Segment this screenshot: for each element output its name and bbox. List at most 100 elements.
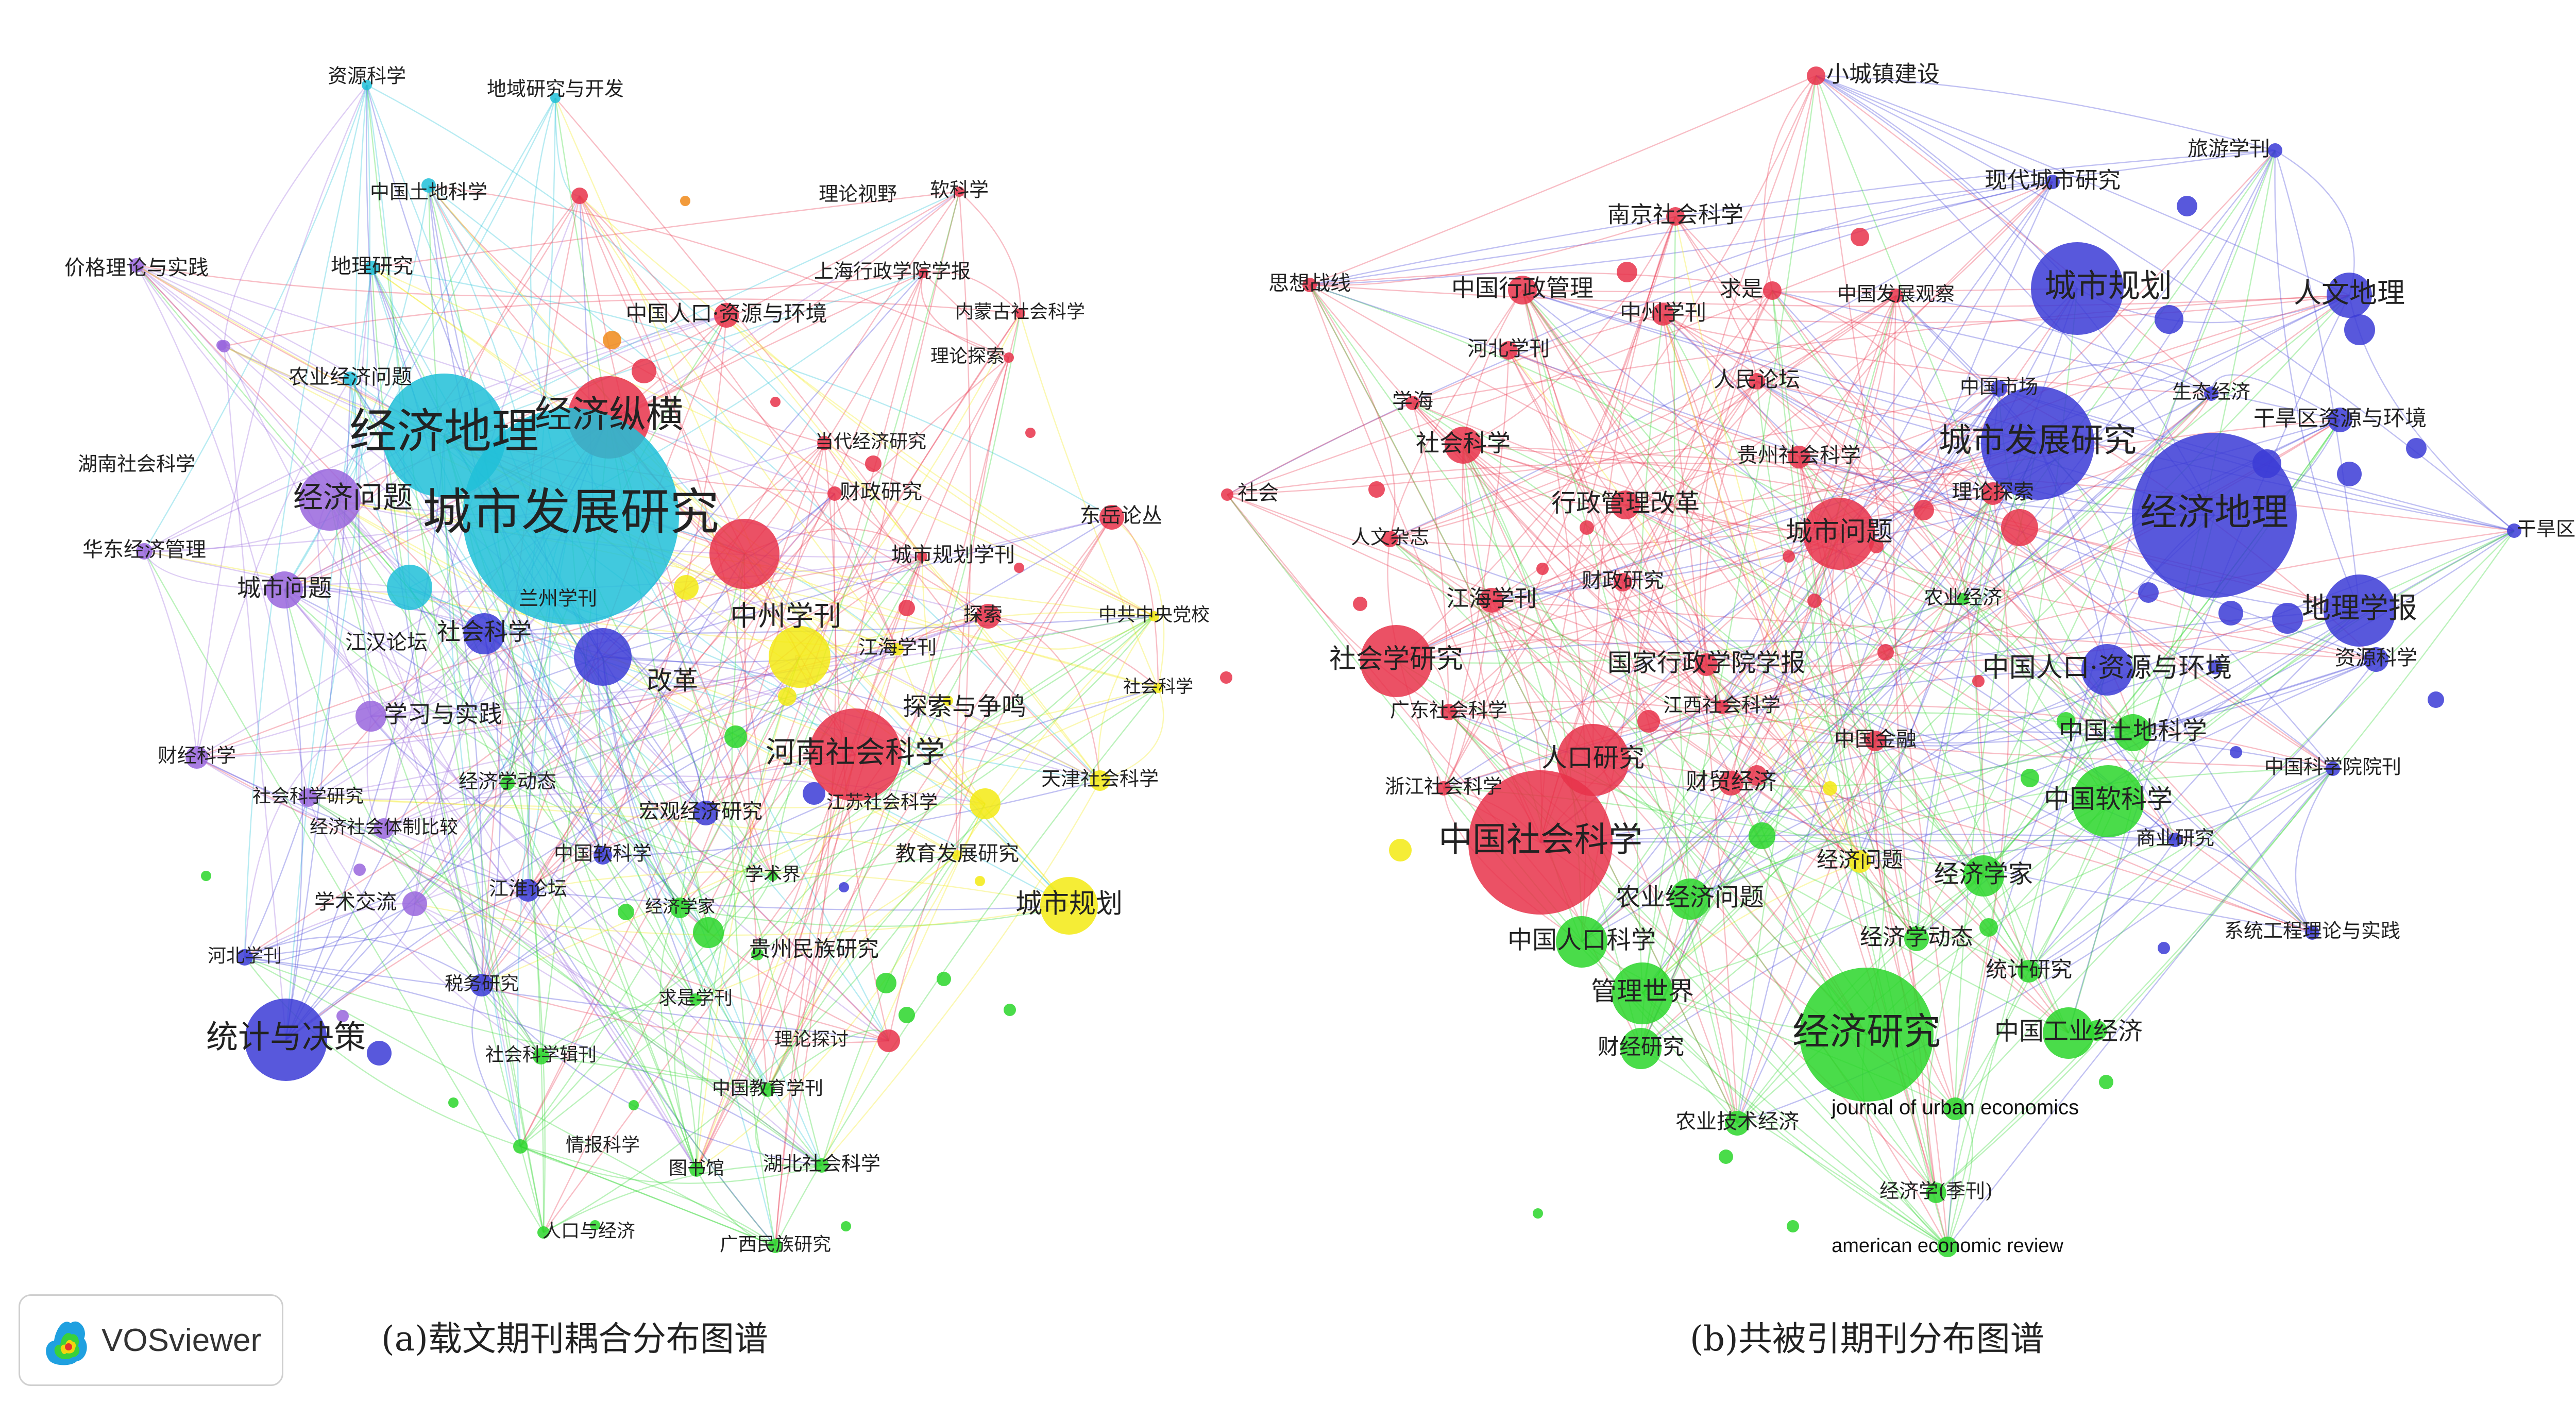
coupling-node[interactable]: [1149, 611, 1159, 621]
coupling-node[interactable]: [817, 436, 832, 450]
cocitation-node[interactable]: [1620, 1028, 1662, 1069]
coupling-node[interactable]: [218, 340, 230, 352]
cocitation-node[interactable]: [1508, 276, 1537, 305]
cocitation-node[interactable]: [2043, 1007, 2094, 1059]
coupling-node[interactable]: [374, 818, 394, 839]
coupling-node[interactable]: [815, 1158, 829, 1173]
cocitation-node[interactable]: [1302, 278, 1317, 292]
coupling-node[interactable]: [693, 917, 724, 948]
coupling-node[interactable]: [1099, 505, 1124, 530]
cocitation-node[interactable]: [1937, 1237, 1958, 1257]
cocitation-node[interactable]: [1611, 491, 1640, 519]
coupling-node[interactable]: [365, 261, 379, 275]
coupling-node[interactable]: [463, 408, 679, 624]
coupling-node[interactable]: [954, 187, 964, 197]
coupling-node[interactable]: [362, 80, 372, 90]
coupling-node[interactable]: [236, 949, 253, 966]
cocitation-node[interactable]: [1695, 653, 1718, 676]
coupling-node[interactable]: [266, 571, 303, 608]
coupling-node[interactable]: [402, 891, 427, 916]
cocitation-node[interactable]: [1807, 66, 1825, 85]
cocitation-node[interactable]: [1763, 281, 1782, 300]
coupling-node[interactable]: [517, 879, 539, 902]
coupling-node[interactable]: [670, 898, 690, 918]
cocitation-node[interactable]: [1749, 373, 1765, 390]
coupling-node[interactable]: [714, 303, 739, 328]
cocitation-node[interactable]: [1981, 482, 2004, 505]
coupling-node[interactable]: [464, 613, 505, 654]
cocitation-node[interactable]: [2268, 143, 2282, 158]
coupling-node[interactable]: [574, 628, 632, 686]
coupling-node[interactable]: [976, 604, 1001, 629]
coupling-node[interactable]: [827, 486, 842, 501]
cocitation-node[interactable]: [1963, 855, 2004, 897]
cocitation-node[interactable]: [1788, 446, 1810, 468]
coupling-node[interactable]: [1040, 877, 1098, 935]
cocitation-node[interactable]: [1405, 396, 1420, 410]
cocitation-node[interactable]: [1800, 968, 1934, 1102]
cocitation-node[interactable]: [1669, 878, 1710, 920]
cocitation-node[interactable]: [1612, 962, 1673, 1024]
coupling-node[interactable]: [952, 850, 962, 860]
cocitation-node[interactable]: [2114, 714, 2151, 751]
coupling-node[interactable]: [918, 268, 928, 278]
coupling-node[interactable]: [970, 788, 1001, 819]
coupling-node[interactable]: [1004, 352, 1014, 363]
coupling-node[interactable]: [185, 746, 208, 769]
coupling-node[interactable]: [299, 469, 361, 531]
cocitation-node[interactable]: [1803, 498, 1875, 570]
cocitation-node[interactable]: [1944, 1097, 1967, 1120]
coupling-node[interactable]: [693, 801, 718, 825]
cocitation-node[interactable]: [1221, 488, 1233, 501]
cocitation-node[interactable]: [1981, 386, 2094, 500]
cocitation-node[interactable]: [1715, 700, 1729, 714]
cocitation-node[interactable]: [1849, 850, 1871, 873]
cocitation-node[interactable]: [2326, 762, 2340, 776]
coupling-node[interactable]: [769, 626, 831, 688]
cocitation-node[interactable]: [1957, 593, 1969, 605]
cocitation-node[interactable]: [2081, 644, 2133, 696]
cocitation-node[interactable]: [1926, 1182, 1946, 1203]
cocitation-node[interactable]: [1889, 289, 1903, 303]
cocitation-node[interactable]: [1382, 531, 1398, 547]
coupling-node[interactable]: [129, 258, 144, 273]
cocitation-node[interactable]: [1614, 573, 1632, 591]
cocitation-node[interactable]: [1556, 916, 1607, 968]
cocitation-node[interactable]: [1666, 207, 1685, 226]
coupling-node[interactable]: [571, 188, 588, 204]
cocitation-node[interactable]: [1719, 771, 1743, 796]
coupling-node[interactable]: [809, 708, 902, 801]
cocitation-node[interactable]: [1360, 625, 1432, 697]
cocitation-node[interactable]: [1904, 926, 1929, 951]
cocitation-node[interactable]: [1468, 770, 1613, 915]
coupling-node[interactable]: [550, 93, 561, 103]
coupling-node[interactable]: [760, 1083, 775, 1097]
coupling-node[interactable]: [500, 776, 515, 790]
cocitation-node[interactable]: [2324, 574, 2396, 647]
cocitation-node[interactable]: [2168, 833, 2182, 847]
cocitation-node[interactable]: [2364, 647, 2388, 672]
coupling-node[interactable]: [768, 871, 778, 881]
cocitation-node[interactable]: [2327, 273, 2372, 318]
cocitation-node[interactable]: [1865, 731, 1886, 751]
coupling-node[interactable]: [689, 993, 702, 1006]
coupling-node[interactable]: [533, 1048, 549, 1064]
coupling-node[interactable]: [891, 643, 904, 655]
cocitation-node[interactable]: [2045, 175, 2060, 189]
coupling-node[interactable]: [709, 519, 779, 589]
cocitation-node[interactable]: [1436, 781, 1451, 796]
coupling-node[interactable]: [877, 1029, 900, 1052]
cocitation-node[interactable]: [1440, 704, 1457, 720]
coupling-node[interactable]: [387, 565, 432, 610]
cocitation-node[interactable]: [2132, 433, 2297, 598]
coupling-node[interactable]: [136, 543, 152, 560]
coupling-node[interactable]: [537, 1226, 550, 1239]
coupling-node[interactable]: [689, 1162, 704, 1177]
cocitation-node[interactable]: [2204, 386, 2218, 401]
cocitation-node[interactable]: [2507, 523, 2521, 538]
cocitation-node[interactable]: [1991, 380, 2007, 397]
cocitation-node[interactable]: [1652, 303, 1674, 326]
coupling-node[interactable]: [1015, 308, 1025, 318]
cocitation-node[interactable]: [2305, 925, 2319, 940]
coupling-node[interactable]: [245, 999, 327, 1081]
